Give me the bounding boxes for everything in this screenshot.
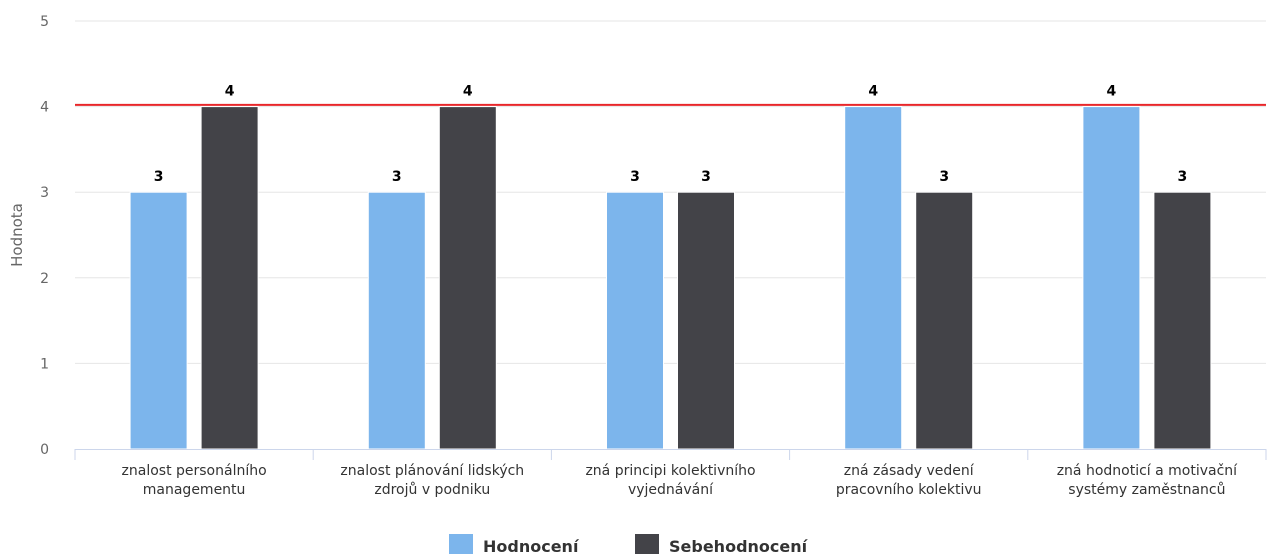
y-tick-label: 2 [40, 271, 49, 287]
bar-sebehodnoceni [438, 106, 497, 450]
bar-sebehodnoceni [677, 191, 735, 450]
y-tick-label: 3 [40, 185, 49, 201]
bar-sebehodnoceni [915, 191, 974, 450]
data-label: 3 [630, 169, 640, 185]
y-tick-label: 1 [40, 356, 49, 372]
bar-hodnoceni [606, 191, 664, 450]
data-label: 4 [463, 84, 473, 100]
category-label: zná zásady vedení [844, 463, 975, 479]
category-label: zná principi kolektivního [585, 463, 755, 479]
category-label: systémy zaměstnanců [1068, 482, 1225, 498]
category-label: vyjednávání [628, 482, 714, 498]
category-label: zná hodnoticí a motivační [1057, 463, 1238, 479]
data-label: 4 [1107, 84, 1117, 100]
category-label: managementu [143, 482, 246, 498]
category-label: znalost plánování lidských [340, 463, 524, 479]
category-label: pracovního kolektivu [836, 482, 982, 498]
data-label: 3 [939, 169, 949, 185]
y-tick-label: 5 [40, 14, 49, 30]
x-axis: znalost personálního managementu znalost p… [74, 449, 1267, 498]
data-label: 3 [701, 169, 711, 185]
y-tick-label: 0 [40, 442, 49, 458]
data-label: 3 [392, 169, 402, 185]
grid-lines [75, 20, 1266, 364]
data-labels: 3 3 3 4 4 4 4 3 3 3 [154, 84, 1188, 186]
legend: Hodnocení Sebehodnocení [449, 534, 809, 554]
bar-sebehodnoceni [1153, 191, 1212, 450]
bar-hodnoceni [1082, 106, 1141, 450]
bar-sebehodnoceni [200, 106, 259, 450]
legend-label: Hodnocení [483, 537, 580, 554]
bar-hodnoceni [129, 191, 188, 450]
data-label: 3 [1178, 169, 1188, 185]
legend-swatch [635, 534, 659, 554]
y-axis-title: Hodnota [8, 203, 26, 267]
y-axis-ticks: 0 1 2 3 4 5 [40, 14, 49, 458]
legend-swatch [449, 534, 473, 554]
data-label: 4 [868, 84, 878, 100]
y-tick-label: 4 [40, 100, 49, 116]
bar-hodnoceni [367, 191, 426, 450]
bars [129, 106, 1212, 450]
category-label: znalost personálního [122, 463, 267, 479]
data-label: 3 [154, 169, 164, 185]
data-label: 4 [225, 84, 235, 100]
bar-hodnoceni [844, 106, 903, 450]
legend-label: Sebehodnocení [669, 537, 809, 554]
category-label: zdrojů v podniku [374, 482, 490, 498]
